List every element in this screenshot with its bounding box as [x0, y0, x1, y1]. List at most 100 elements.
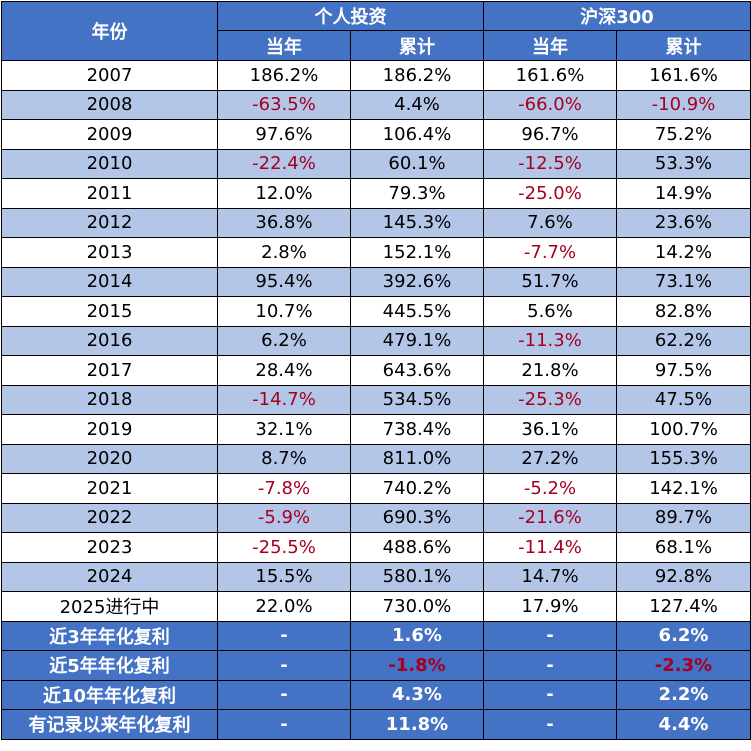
summary-personal-cumulative-cell: -1.8%: [350, 650, 484, 681]
csi300-cumulative-cell: 89.7%: [615, 502, 751, 533]
csi300-cumulative-cell: 161.6%: [615, 60, 751, 91]
csi300-cumulative-cell: 47.5%: [615, 384, 751, 415]
year-cell: 2016: [1, 325, 218, 356]
personal-cumulative-cell: 690.3%: [350, 502, 484, 533]
csi300-cumulative-cell: 82.8%: [615, 296, 751, 327]
summary-label-cell: 近3年年化复利: [1, 620, 218, 651]
table-row: 2016 6.2% 479.1% -11.3% 62.2%: [1, 325, 751, 356]
year-cell: 2017: [1, 355, 218, 386]
table-row: 2008 -63.5% 4.4% -66.0% -10.9%: [1, 89, 751, 120]
personal-cumulative-cell: 488.6%: [350, 532, 484, 563]
year-cell: 2012: [1, 207, 218, 238]
personal-current-year-cell: 6.2%: [217, 325, 351, 356]
csi300-cumulative-cell: 92.8%: [615, 561, 751, 592]
csi300-current-year-cell: 161.6%: [483, 60, 617, 91]
csi300-current-year-cell: -5.2%: [483, 473, 617, 504]
summary-csi300-cumulative-cell: 6.2%: [615, 620, 751, 651]
csi300-current-year-cell: 14.7%: [483, 561, 617, 592]
summary-label-cell: 有记录以来年化复利: [1, 709, 218, 740]
year-cell: 2015: [1, 296, 218, 327]
csi300-cumulative-cell: -10.9%: [615, 89, 751, 120]
summary-csi300-current-year-cell: -: [483, 679, 617, 710]
personal-current-year-cell: 36.8%: [217, 207, 351, 238]
personal-current-year-cell: 12.0%: [217, 178, 351, 209]
table-row: 2024 15.5% 580.1% 14.7% 92.8%: [1, 561, 751, 592]
year-cell: 2019: [1, 414, 218, 445]
table-row: 2017 28.4% 643.6% 21.8% 97.5%: [1, 355, 751, 386]
summary-row: 近5年年化复利 - -1.8% - -2.3%: [1, 650, 751, 681]
table-row: 2009 97.6% 106.4% 96.7% 75.2%: [1, 119, 751, 150]
summary-row: 近3年年化复利 -1.6% -6.2%: [1, 620, 751, 651]
personal-cumulative-cell: 106.4%: [350, 119, 484, 150]
personal-cumulative-cell: 534.5%: [350, 384, 484, 415]
csi300-current-year-cell: 27.2%: [483, 443, 617, 474]
csi300-cumulative-cell: 100.7%: [615, 414, 751, 445]
csi300-current-year-cell: 96.7%: [483, 119, 617, 150]
csi300-current-year-cell: -25.0%: [483, 178, 617, 209]
year-cell: 2013: [1, 237, 218, 268]
personal-current-year-cell: 8.7%: [217, 443, 351, 474]
csi300-cumulative-cell: 53.3%: [615, 148, 751, 179]
summary-row: 近10年年化复利 -4.3% -2.2%: [1, 679, 751, 710]
table-row: 2011 12.0% 79.3% -25.0% 14.9%: [1, 178, 751, 209]
personal-current-year-cell: 22.0%: [217, 591, 351, 622]
table-row: 2025进行中 22.0% 730.0% 17.9% 127.4%: [1, 591, 751, 622]
csi300-cumulative-cell: 14.9%: [615, 178, 751, 209]
personal-cumulative-cell: 145.3%: [350, 207, 484, 238]
csi300-current-year-cell: -25.3%: [483, 384, 617, 415]
personal-current-year-cell: 97.6%: [217, 119, 351, 150]
personal-current-year-cell: 28.4%: [217, 355, 351, 386]
personal-cumulative-header: 累计: [350, 30, 484, 61]
personal-cumulative-cell: 4.4%: [350, 89, 484, 120]
year-cell: 2008: [1, 89, 218, 120]
table-row: 2019 32.1% 738.4% 36.1% 100.7%: [1, 414, 751, 445]
csi300-current-year-cell: -11.3%: [483, 325, 617, 356]
table-row: 2023 -25.5% 488.6% -11.4% 68.1%: [1, 532, 751, 563]
summary-csi300-cumulative-cell: 4.4%: [615, 709, 751, 740]
csi300-current-year-cell: -7.7%: [483, 237, 617, 268]
year-column-header: 年份: [1, 1, 218, 61]
table-row: 2013 2.8% 152.1% -7.7% 14.2%: [1, 237, 751, 268]
personal-cumulative-cell: 740.2%: [350, 473, 484, 504]
year-cell: 2007: [1, 60, 218, 91]
summary-csi300-cumulative-cell: 2.2%: [615, 679, 751, 710]
csi300-current-year-cell: -21.6%: [483, 502, 617, 533]
personal-cumulative-cell: 479.1%: [350, 325, 484, 356]
csi300-cumulative-cell: 75.2%: [615, 119, 751, 150]
year-cell: 2025进行中: [1, 591, 218, 622]
csi300-current-year-cell: 36.1%: [483, 414, 617, 445]
personal-cumulative-cell: 445.5%: [350, 296, 484, 327]
table-row: 2018 -14.7% 534.5% -25.3% 47.5%: [1, 384, 751, 415]
personal-current-year-cell: -63.5%: [217, 89, 351, 120]
year-cell: 2014: [1, 266, 218, 297]
summary-csi300-current-year-cell: -: [483, 650, 617, 681]
personal-investment-header: 个人投资: [217, 1, 484, 31]
personal-current-year-cell: 32.1%: [217, 414, 351, 445]
csi300-cumulative-cell: 127.4%: [615, 591, 751, 622]
year-cell: 2024: [1, 561, 218, 592]
summary-label-cell: 近5年年化复利: [1, 650, 218, 681]
table-header: 年份 个人投资 沪深300 当年 累计 当年 累计: [1, 1, 751, 61]
table-body: 2007 186.2% 186.2% 161.6% 161.6% 2008 -63.5% 4.…: [1, 60, 751, 740]
summary-csi300-current-year-cell: -: [483, 709, 617, 740]
table-row: 2022 -5.9% 690.3% -21.6% 89.7%: [1, 502, 751, 533]
personal-cumulative-cell: 186.2%: [350, 60, 484, 91]
csi300-current-year-cell: 5.6%: [483, 296, 617, 327]
csi300-cumulative-cell: 97.5%: [615, 355, 751, 386]
csi300-cumulative-cell: 68.1%: [615, 532, 751, 563]
table-row: 2007 186.2% 186.2% 161.6% 161.6%: [1, 60, 751, 91]
table-row: 2014 95.4% 392.6% 51.7% 73.1%: [1, 266, 751, 297]
personal-cumulative-cell: 152.1%: [350, 237, 484, 268]
summary-personal-current-year-cell: -: [217, 620, 351, 651]
csi300-cumulative-cell: 23.6%: [615, 207, 751, 238]
personal-current-year-cell: -25.5%: [217, 532, 351, 563]
personal-current-year-cell: -5.9%: [217, 502, 351, 533]
csi300-cumulative-cell: 73.1%: [615, 266, 751, 297]
personal-current-year-cell: -22.4%: [217, 148, 351, 179]
csi300-current-year-cell: 7.6%: [483, 207, 617, 238]
csi300-current-year-cell: -12.5%: [483, 148, 617, 179]
summary-row: 有记录以来年化复利 -11.8% -4.4%: [1, 709, 751, 740]
personal-current-year-cell: -14.7%: [217, 384, 351, 415]
csi300-current-year-cell: -11.4%: [483, 532, 617, 563]
csi300-header: 沪深300: [482, 1, 751, 31]
